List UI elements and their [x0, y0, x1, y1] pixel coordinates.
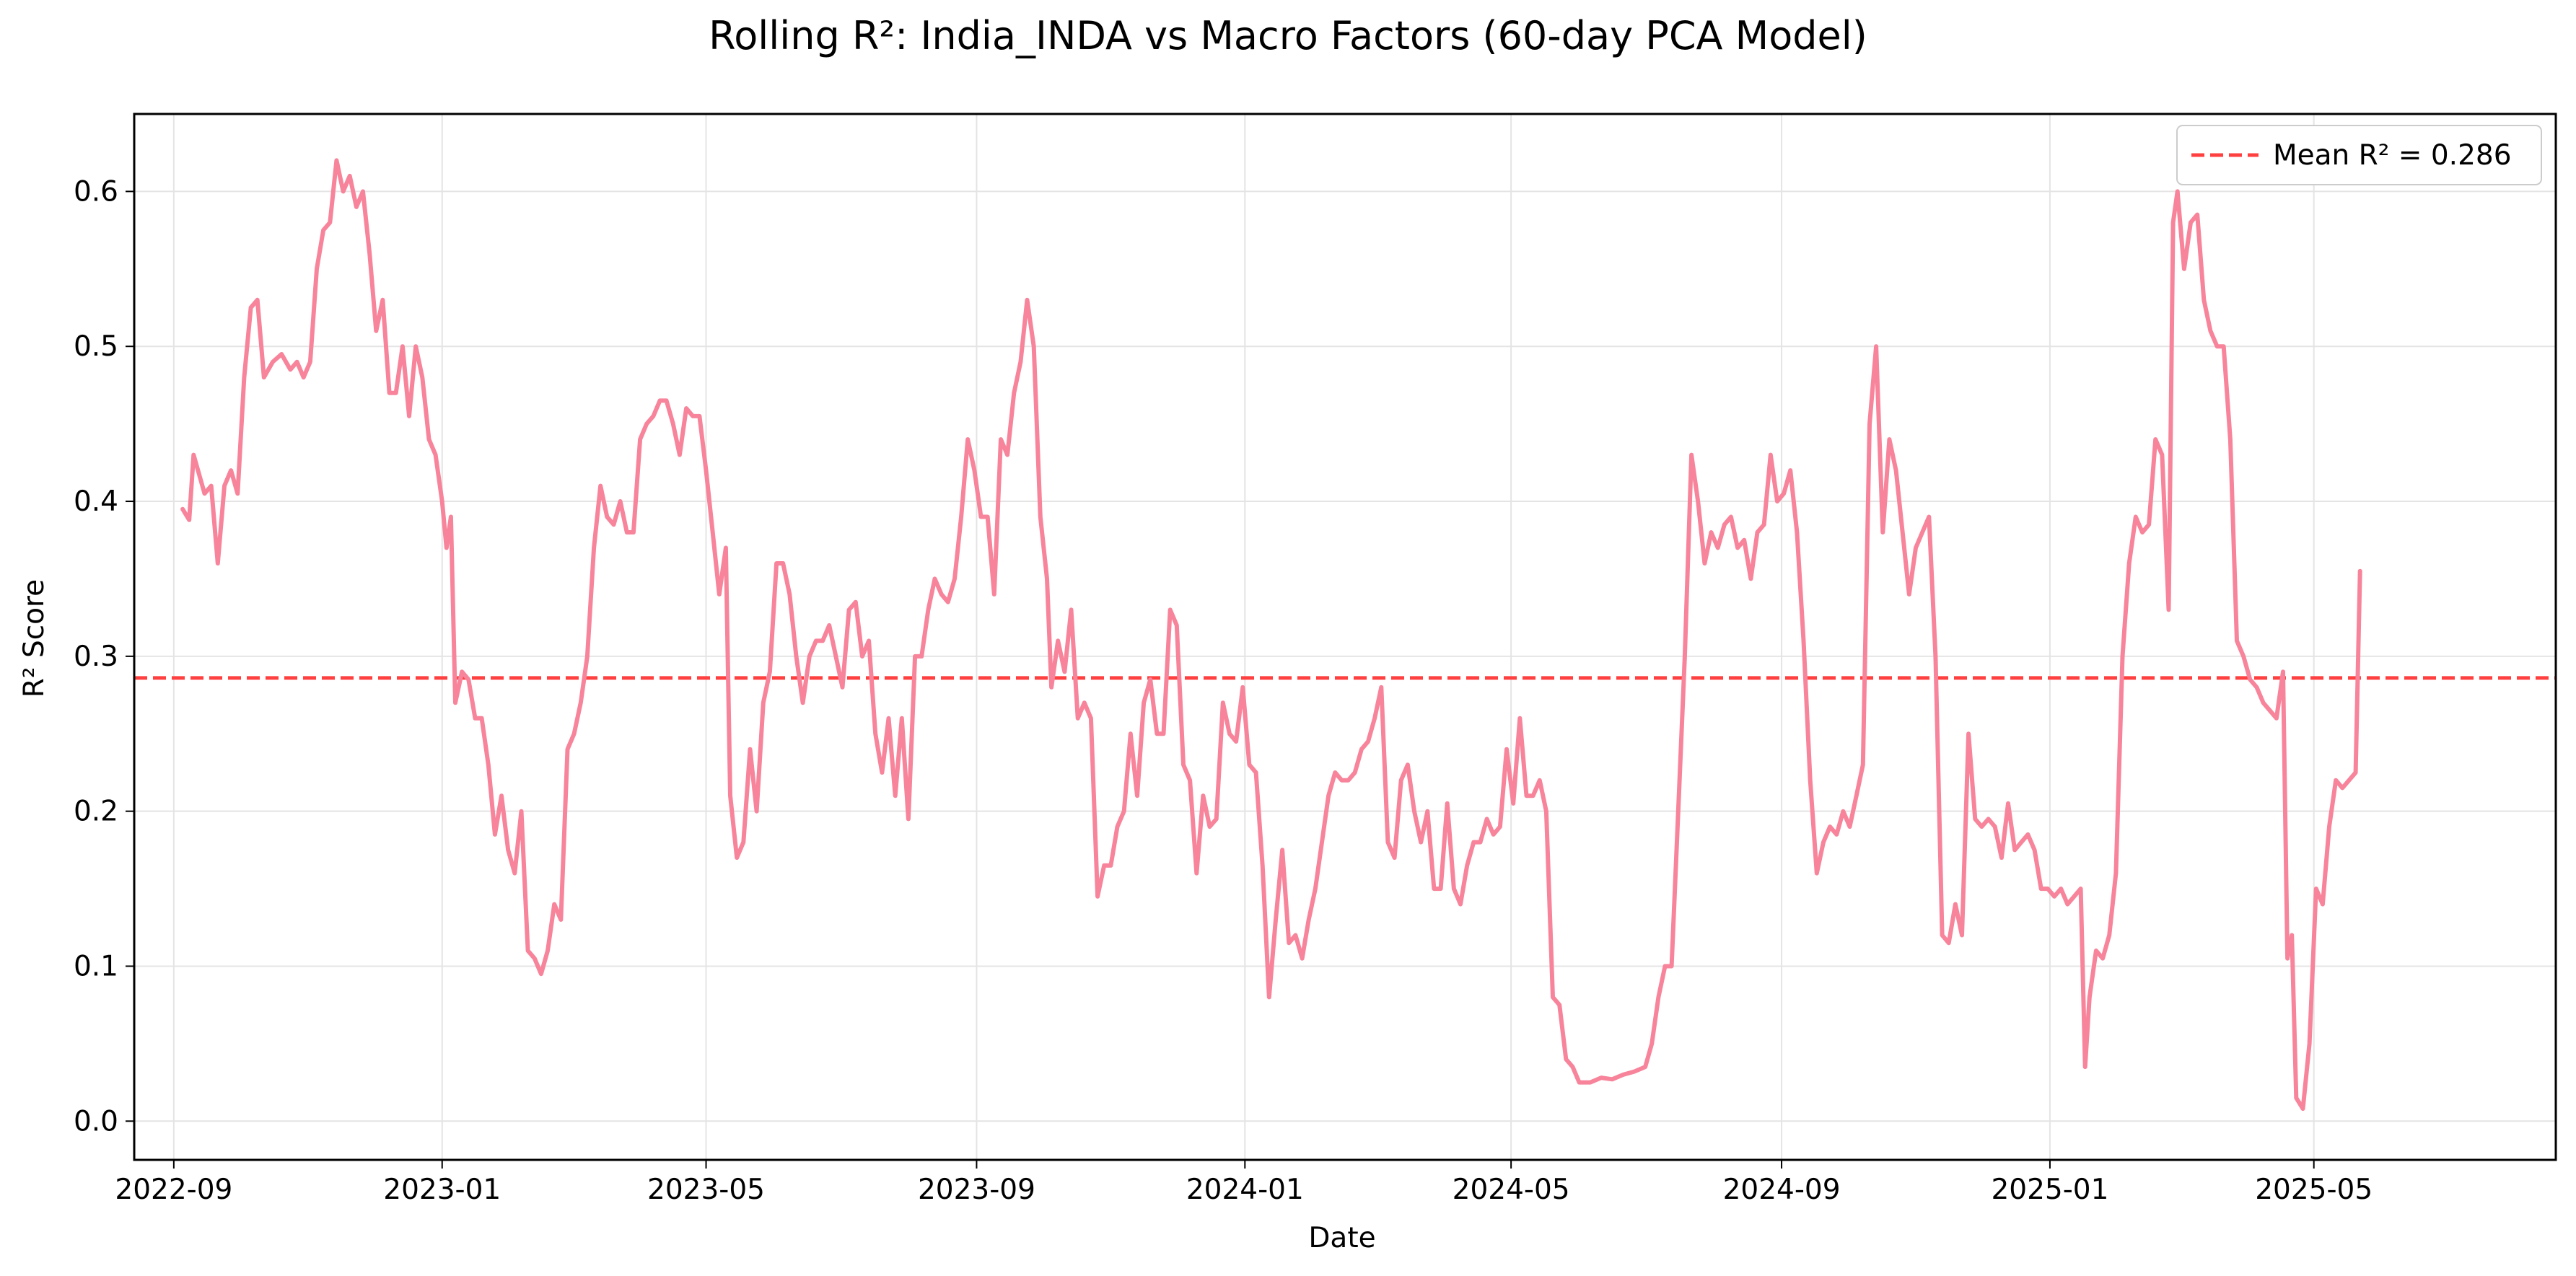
y-axis-label: R² Score — [18, 579, 51, 698]
y-tick-label: 0.0 — [74, 1105, 118, 1138]
x-tick-label: 2024-05 — [1453, 1174, 1570, 1206]
x-tick-label: 2024-09 — [1723, 1174, 1841, 1206]
x-tick-label: 2025-01 — [1991, 1174, 2108, 1206]
axis-ticks: 0.0 0.1 0.2 0.3 0.4 0.5 0.6 2022-09 2023-01 2023-… — [74, 175, 2373, 1206]
y-tick-label: 0.5 — [74, 330, 118, 363]
series-line-rolling-r2 — [180, 158, 2362, 1112]
legend-box — [2176, 125, 2542, 185]
x-tick-label: 2023-09 — [918, 1174, 1035, 1206]
grid-lines — [134, 114, 2556, 1160]
x-tick-label: 2025-05 — [2255, 1174, 2373, 1206]
x-axis-label: Date — [1308, 1222, 1375, 1254]
plot-frame — [133, 113, 2557, 1161]
y-tick-label: 0.1 — [74, 950, 118, 982]
x-tick-label: 2022-09 — [115, 1174, 232, 1206]
legend: Mean R² = 0.286 — [2176, 125, 2542, 185]
y-tick-label: 0.4 — [74, 485, 118, 518]
y-tick-label: 0.3 — [74, 641, 118, 673]
chart-title: Rolling R²: India_INDA vs Macro Factors … — [709, 13, 1867, 58]
x-tick-label: 2023-05 — [647, 1174, 765, 1206]
legend-label-mean: Mean R² = 0.286 — [2273, 139, 2512, 172]
y-tick-label: 0.2 — [74, 796, 118, 828]
x-tick-label: 2024-01 — [1186, 1174, 1304, 1206]
y-tick-label: 0.6 — [74, 175, 118, 208]
x-tick-label: 2023-01 — [383, 1174, 501, 1206]
